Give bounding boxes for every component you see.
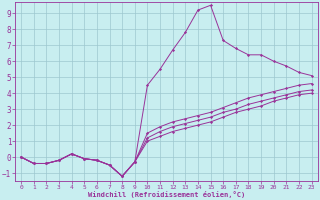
X-axis label: Windchill (Refroidissement éolien,°C): Windchill (Refroidissement éolien,°C)	[88, 191, 245, 198]
